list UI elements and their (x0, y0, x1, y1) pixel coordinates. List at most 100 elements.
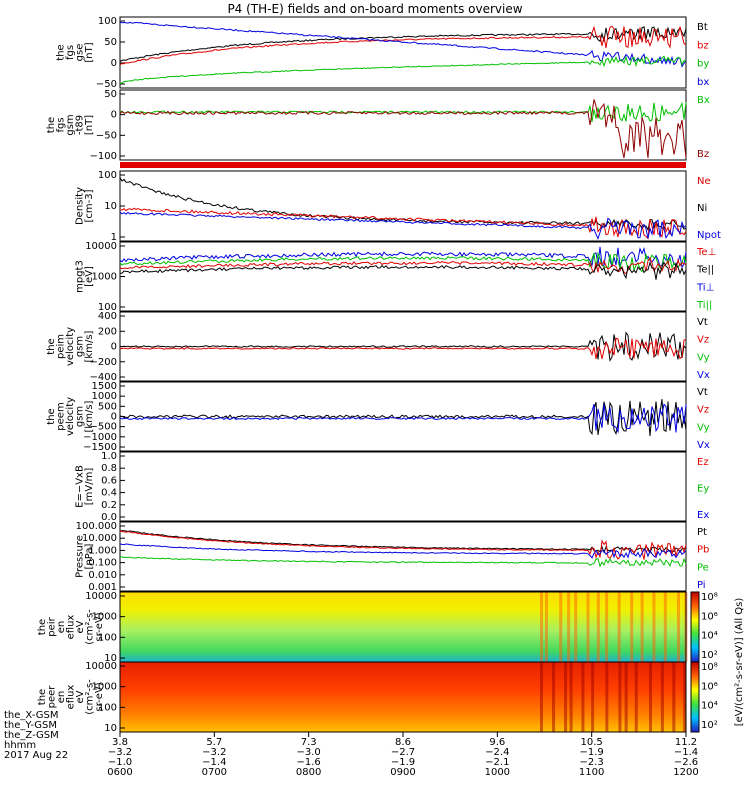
y-axis-label: [km/s] (84, 400, 95, 432)
footer-value: −2.6 (673, 757, 699, 768)
footer-label-z: the_Z-GSM (4, 730, 59, 741)
spectrogram-burst (672, 662, 676, 732)
spectrogram-burst (605, 662, 609, 732)
spectrogram-burst (596, 592, 600, 662)
legend-pi: Pi (697, 580, 706, 591)
panel-flag (120, 162, 686, 168)
footer-value: −1.6 (296, 757, 321, 768)
y-tick-label: 200 (98, 326, 117, 337)
y-axis-label: the (37, 689, 48, 705)
legend-bt: Bt (697, 22, 708, 33)
series-pb (119, 530, 687, 560)
series-bx-gsm (119, 101, 687, 123)
colorbar-tick: 10⁴ (701, 701, 718, 712)
spectrogram-burst (660, 662, 664, 732)
y-axis-label: [nPa] (84, 543, 95, 569)
data-flag-bar (120, 162, 686, 168)
spectrogram-burst (545, 592, 549, 662)
y-axis-label: gsm (75, 406, 86, 427)
footer-value: 0900 (390, 767, 416, 778)
series-bz (119, 25, 687, 66)
series-ve-vt (120, 399, 687, 437)
spectrogram-burst (574, 592, 578, 662)
y-tick-label: 1000 (92, 612, 117, 623)
y-tick-label: 10.000 (82, 533, 117, 544)
y-tick-label: 10000 (85, 661, 117, 672)
spectrogram-burst (649, 662, 653, 732)
y-tick-label: −1500 (83, 442, 117, 453)
spectrogram-burst (618, 662, 622, 732)
y-tick-label: 100 (98, 16, 117, 27)
y-axis-label: the (46, 117, 57, 133)
y-tick-label: 10 (104, 201, 117, 212)
y-tick-label: 10000 (85, 591, 117, 602)
y-tick-label: 10 (104, 723, 117, 734)
panel-el_spec: 10000 1000 100 10 thepeerenefluxeV(cm²-s-sr-… (37, 661, 687, 734)
spectrogram-fill (120, 592, 686, 662)
panel-frame (119, 521, 687, 592)
y-axis-label: fgs (65, 45, 76, 60)
series-ti-perp (119, 246, 687, 269)
colorbar (690, 661, 700, 733)
footer-value: −3.2 (202, 747, 227, 758)
panel-frame (119, 16, 687, 89)
y-axis-label: velocity (65, 397, 76, 436)
legend-npot: Npot (697, 230, 721, 241)
spectrogram-burst (540, 662, 543, 732)
spectrogram-burst (683, 662, 687, 732)
y-tick-label: 100 (98, 632, 117, 643)
series-npot (119, 211, 687, 240)
legend-vy: Vy (697, 422, 710, 433)
y-tick-label: 0 (111, 110, 117, 121)
y-axis-label: gsm (65, 114, 76, 135)
spectrogram-fill (120, 662, 686, 732)
y-axis-label: eflux (66, 685, 77, 710)
series-bx (119, 21, 687, 68)
footer-value: 7.3 (300, 737, 317, 748)
y-axis-label: eflux (66, 615, 77, 640)
legend-pt: Pt (697, 527, 707, 538)
footer-value: −1.4 (673, 747, 699, 758)
y-tick-label: 0.001 (88, 582, 117, 593)
series-ve-vx (119, 403, 687, 434)
y-axis-label: peer (47, 685, 58, 709)
y-axis-label: the (56, 44, 67, 60)
y-axis-label: sr-eV) (94, 612, 105, 641)
legend-ez: Ez (697, 457, 709, 468)
colorbar-tick: 10⁸ (701, 592, 718, 603)
spectrogram-burst (586, 592, 590, 662)
y-tick-label: 100 (98, 170, 117, 181)
legend-vz: Vz (697, 405, 709, 416)
y-tick-label: 1.000 (88, 545, 117, 556)
y-tick-label: −400 (90, 372, 117, 383)
series-vi-vz (119, 337, 687, 360)
spectrogram-burst (624, 662, 628, 732)
y-axis-label: [eV] (84, 266, 95, 287)
footer-value: 11.2 (674, 737, 698, 748)
footer-value: 0600 (107, 767, 133, 778)
series-ne (119, 207, 687, 240)
y-axis-label: the (37, 619, 48, 635)
y-tick-label: 1 (111, 232, 117, 243)
legend-vz: Vz (697, 335, 709, 346)
panel-frame (119, 311, 687, 382)
y-axis-label: Density (75, 187, 86, 225)
legend-bx: Bx (697, 95, 710, 106)
panel-frame (119, 381, 687, 452)
legend-ni: Ni (697, 203, 707, 214)
y-axis-label: (cm²-s- (85, 609, 96, 645)
spectrogram-burst (605, 592, 609, 662)
spectrogram-burst (559, 592, 563, 662)
chart-title: P4 (TH-E) fields and on-board moments ov… (227, 2, 523, 16)
colorbar-tick: 10⁸ (701, 662, 718, 673)
y-tick-label: 0.4 (101, 488, 117, 499)
footer-label-x: the_X-GSM (4, 710, 59, 721)
y-axis-label: sr-eV) (94, 682, 105, 711)
y-tick-label: 50 (104, 37, 117, 48)
footer-value: 1100 (578, 767, 605, 778)
footer-value: −2.4 (485, 747, 510, 758)
footer-value: −1.9 (579, 747, 604, 758)
y-tick-label: 0.100 (88, 558, 117, 569)
